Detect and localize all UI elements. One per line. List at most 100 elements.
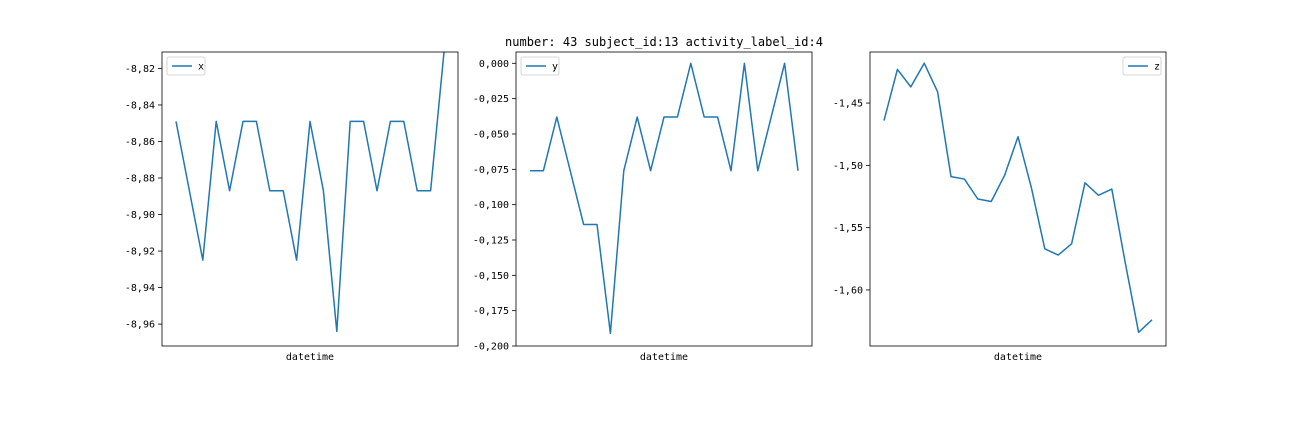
data-point [797,170,799,172]
data-point [255,120,257,122]
data-point [896,68,898,70]
data-point [309,120,311,122]
data-point [1124,261,1126,263]
y-tick-label: 0,000 [479,59,509,70]
data-point [783,62,785,64]
series-line-x [175,51,445,333]
data-point [609,332,611,334]
y-tick-label: -1,55 [833,223,863,234]
data-point [569,170,571,172]
data-point [228,190,230,192]
data-point [990,200,992,202]
figure-suptitle: number: 43 subject_id:13 activity_label_… [505,35,823,49]
y-tick-label: -8,94 [125,283,155,294]
data-point [703,116,705,118]
data-point [1097,194,1099,196]
y-tick-label: -8,88 [125,174,155,185]
data-point [730,170,732,172]
y-tick-label: -0,200 [473,342,509,353]
axes-frame [515,51,813,347]
subplot-x: -8,96 -8,94 -8,92 -8,90 -8,88 -8,86 -8,84 -8,82… [125,51,459,363]
legend-label: x [198,62,204,73]
data-point [676,116,678,118]
data-point [542,170,544,172]
y-tick-label: -0,075 [473,165,509,176]
legend-label: z [1154,62,1160,73]
data-point [403,120,405,122]
data-point [716,116,718,118]
data-point [757,170,759,172]
y-tick-label: -0,125 [473,235,509,246]
data-point [242,120,244,122]
y-tick-label: -0,150 [473,271,509,282]
y-tick-label: -8,82 [125,64,155,75]
data-point [175,120,177,122]
data-point [963,178,965,180]
y-tick-label: -0,100 [473,200,509,211]
data-point [215,120,217,122]
data-point [556,116,558,118]
data-point [770,116,772,118]
y-tick-label: -1,60 [833,285,863,296]
x-axis-label: datetime [640,352,688,363]
y-tick-label: -8,96 [125,320,155,331]
data-point [623,170,625,172]
data-point [416,190,418,192]
data-point [910,86,912,88]
y-tick-label: -8,90 [125,210,155,221]
data-point [529,170,531,172]
data-point [977,198,979,200]
data-point [376,190,378,192]
y-tick-label: -8,92 [125,247,155,258]
data-point [743,62,745,64]
data-point [636,116,638,118]
y-tick-label: -8,84 [125,100,155,111]
data-point [336,330,338,332]
data-point [950,175,952,177]
data-point [1151,319,1153,321]
data-point [429,190,431,192]
data-point [690,62,692,64]
data-point [202,259,204,261]
data-point [322,190,324,192]
data-point [1084,182,1086,184]
y-tick-label: -0,050 [473,129,509,140]
data-point [923,62,925,64]
data-point [1044,248,1046,250]
data-point [1003,174,1005,176]
x-axis-label: datetime [994,352,1042,363]
data-point [282,190,284,192]
subplot-y: -0,200 -0,175 -0,150 -0,125 -0,100 -0,075 -0,0… [473,51,813,363]
series-line-y [530,62,799,335]
y-tick-label: -1,50 [833,161,863,172]
data-point [649,170,651,172]
data-point [1137,331,1139,333]
data-point [269,190,271,192]
data-point [936,91,938,93]
axes-frame [161,51,459,347]
data-point [663,116,665,118]
data-point [883,119,885,121]
y-tick-label: -0,025 [473,94,509,105]
data-point [1030,187,1032,189]
y-tick-label: -0,175 [473,306,509,317]
data-point [1111,188,1113,190]
series-line-z [883,62,1153,334]
y-tick-label: -8,86 [125,137,155,148]
x-axis-label: datetime [286,352,334,363]
data-point [1017,136,1019,138]
data-point [362,120,364,122]
data-point [295,259,297,261]
legend-label: y [552,62,558,73]
data-point [1057,254,1059,256]
data-point [188,190,190,192]
data-point [349,120,351,122]
axes-frame [869,51,1167,347]
subplot-z: -1,60 -1,55 -1,50 -1,45 datetime z [833,51,1167,363]
data-point [389,120,391,122]
data-point [596,223,598,225]
data-point [582,223,584,225]
data-point [1070,243,1072,245]
y-tick-label: -1,45 [833,99,863,110]
